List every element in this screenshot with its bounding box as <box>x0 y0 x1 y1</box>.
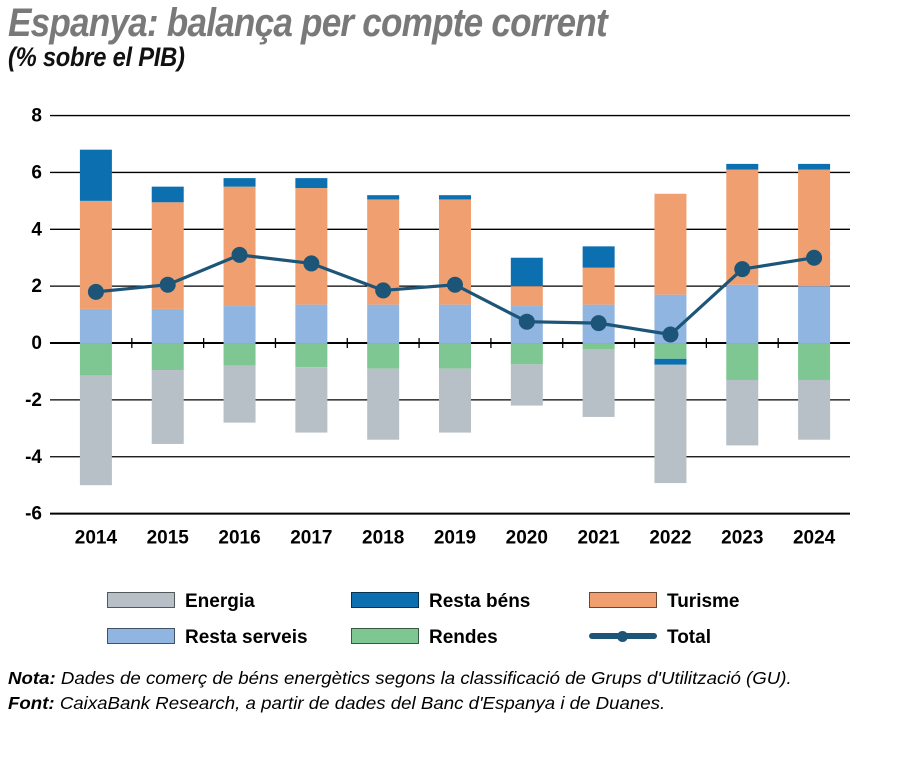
svg-text:2023: 2023 <box>721 528 763 549</box>
svg-text:2: 2 <box>31 276 42 297</box>
svg-text:2018: 2018 <box>362 528 404 549</box>
svg-text:2022: 2022 <box>649 528 691 549</box>
svg-text:2015: 2015 <box>147 528 190 549</box>
svg-text:6: 6 <box>31 162 42 183</box>
svg-text:2020: 2020 <box>506 528 548 549</box>
svg-text:2021: 2021 <box>577 528 620 549</box>
svg-text:2017: 2017 <box>290 528 332 549</box>
svg-text:-6: -6 <box>25 504 42 525</box>
svg-text:-2: -2 <box>25 390 42 411</box>
svg-text:0: 0 <box>31 333 42 354</box>
svg-text:2019: 2019 <box>434 528 476 549</box>
svg-text:4: 4 <box>31 219 42 240</box>
svg-text:2016: 2016 <box>218 528 260 549</box>
svg-text:8: 8 <box>31 106 42 127</box>
svg-text:-4: -4 <box>25 447 42 468</box>
svg-text:2024: 2024 <box>793 528 836 549</box>
svg-text:2014: 2014 <box>75 528 118 549</box>
